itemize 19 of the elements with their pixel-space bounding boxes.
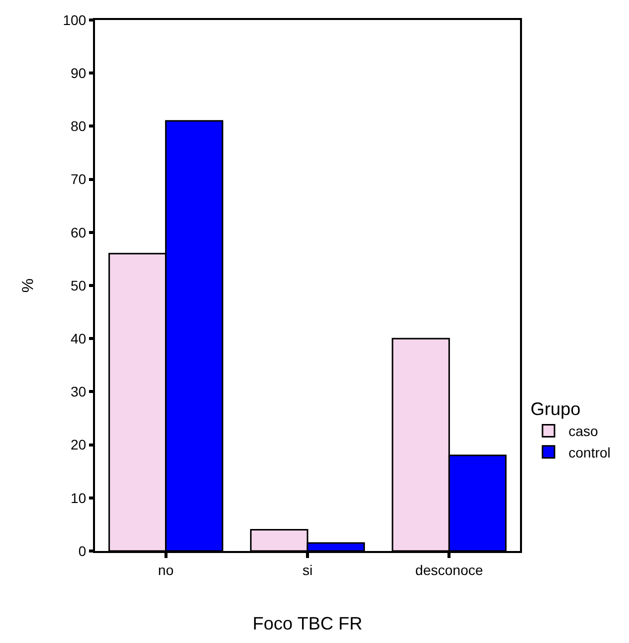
x-tick-label: no: [158, 562, 174, 578]
y-tick-label: 20: [70, 436, 86, 453]
y-tick-label: 30: [70, 384, 86, 400]
legend-label: control: [568, 444, 611, 460]
y-tick-label: 80: [70, 118, 86, 134]
y-tick-label: 0: [78, 542, 86, 559]
legend-title: Grupo: [530, 399, 581, 420]
y-tick-label: 60: [70, 224, 86, 240]
y-tick-label: 90: [70, 65, 86, 81]
x-axis-title: Foco TBC FR: [252, 613, 362, 634]
y-tick-label: 10: [70, 490, 86, 506]
legend-label: caso: [568, 423, 598, 440]
y-tick-label: 100: [62, 12, 86, 28]
y-tick-label: 50: [70, 277, 86, 294]
y-axis-title: %: [20, 278, 38, 293]
y-tick-label: 40: [70, 330, 86, 346]
y-tick-label: 70: [70, 171, 86, 188]
x-tick-label: si: [302, 562, 313, 578]
x-tick-label: desconoce: [415, 562, 484, 578]
